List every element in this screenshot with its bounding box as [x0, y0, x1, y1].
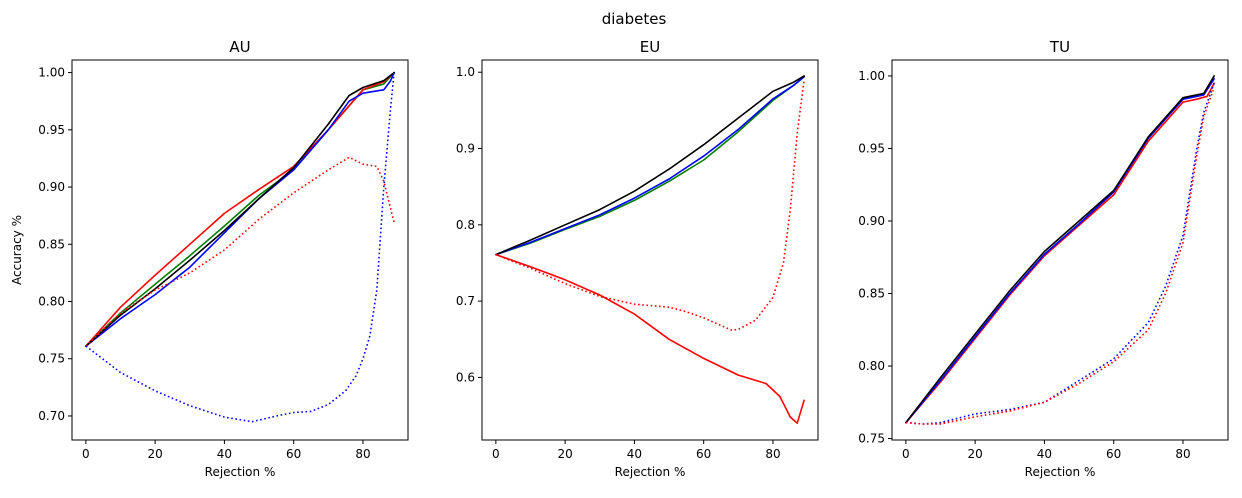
y-tick-label: 0.75 — [38, 352, 65, 366]
y-tick-label: 0.95 — [38, 123, 65, 137]
series-line-3 — [85, 71, 395, 347]
y-tick-label: 0.6 — [456, 370, 475, 384]
panel-eu: 0 20 40 60 80 0.6 0.7 0.8 0.9 1.0 EU Rejection % — [456, 38, 819, 479]
series-line-0 — [85, 71, 395, 347]
series-line-dotted-4 — [495, 79, 805, 331]
series-line-1 — [85, 71, 395, 347]
x-tick-label: 20 — [557, 447, 572, 461]
series-line-0 — [905, 75, 1215, 424]
axes-frame — [71, 59, 409, 441]
y-tick-label: 0.7 — [456, 294, 475, 308]
panel-au: 0 20 40 60 80 0.70 0.75 0.80 0.85 0.90 0.95 1.00 AU R… — [10, 38, 409, 479]
x-axis-label: Rejection % — [1025, 465, 1096, 479]
series-line-dotted-5 — [85, 72, 395, 423]
series-line-dotted-5 — [905, 87, 1215, 425]
x-tick-label: 60 — [1106, 447, 1121, 461]
y-tick-label: 0.80 — [38, 295, 65, 309]
y-tick-label: 0.9 — [456, 142, 475, 156]
series-line-1 — [905, 82, 1215, 424]
x-tick-label: 20 — [967, 447, 982, 461]
x-tick-label: 0 — [492, 447, 500, 461]
x-tick-label: 80 — [765, 447, 780, 461]
x-tick-label: 60 — [696, 447, 711, 461]
y-tick-label: 1.00 — [858, 69, 885, 83]
x-tick-label: 80 — [1175, 447, 1190, 461]
y-tick-label: 1.00 — [38, 66, 65, 80]
x-tick-label: 0 — [82, 447, 90, 461]
y-tick-label: 1.0 — [456, 65, 475, 79]
x-axis-label: Rejection % — [205, 465, 276, 479]
panel-title: TU — [1049, 38, 1070, 56]
series-line-2 — [85, 71, 395, 347]
series-line-2 — [905, 78, 1215, 424]
panel-title: AU — [229, 38, 250, 56]
x-tick-label: 60 — [286, 447, 301, 461]
y-tick-label: 0.8 — [456, 218, 475, 232]
x-tick-label: 40 — [217, 447, 232, 461]
axes-frame — [891, 59, 1229, 441]
x-tick-label: 20 — [147, 447, 162, 461]
x-tick-label: 0 — [902, 447, 910, 461]
y-tick-label: 0.80 — [858, 359, 885, 373]
y-tick-label: 0.75 — [858, 432, 885, 446]
series-line-1 — [495, 76, 805, 256]
y-tick-label: 0.85 — [858, 287, 885, 301]
x-tick-label: 40 — [627, 447, 642, 461]
panel-title: EU — [640, 38, 660, 56]
y-tick-label: 0.95 — [858, 141, 885, 155]
x-tick-label: 80 — [355, 447, 370, 461]
series-line-dotted-4 — [85, 156, 395, 347]
series-line-dotted-4 — [905, 82, 1215, 425]
y-axis-label: Accuracy % — [10, 215, 24, 285]
y-tick-label: 0.90 — [858, 214, 885, 228]
series-line-2 — [495, 75, 805, 256]
series-line-3 — [905, 75, 1215, 424]
y-tick-label: 0.90 — [38, 180, 65, 194]
series-line-3 — [495, 253, 805, 425]
y-tick-label: 0.85 — [38, 237, 65, 251]
x-tick-label: 40 — [1037, 447, 1052, 461]
y-tick-label: 0.70 — [38, 409, 65, 423]
figure-title: diabetes — [602, 10, 667, 28]
axes-frame — [481, 59, 819, 441]
panel-tu: 0 20 40 60 80 0.75 0.80 0.85 0.90 0.95 1.00 TU Rejec… — [858, 38, 1229, 479]
x-axis-label: Rejection % — [615, 465, 686, 479]
